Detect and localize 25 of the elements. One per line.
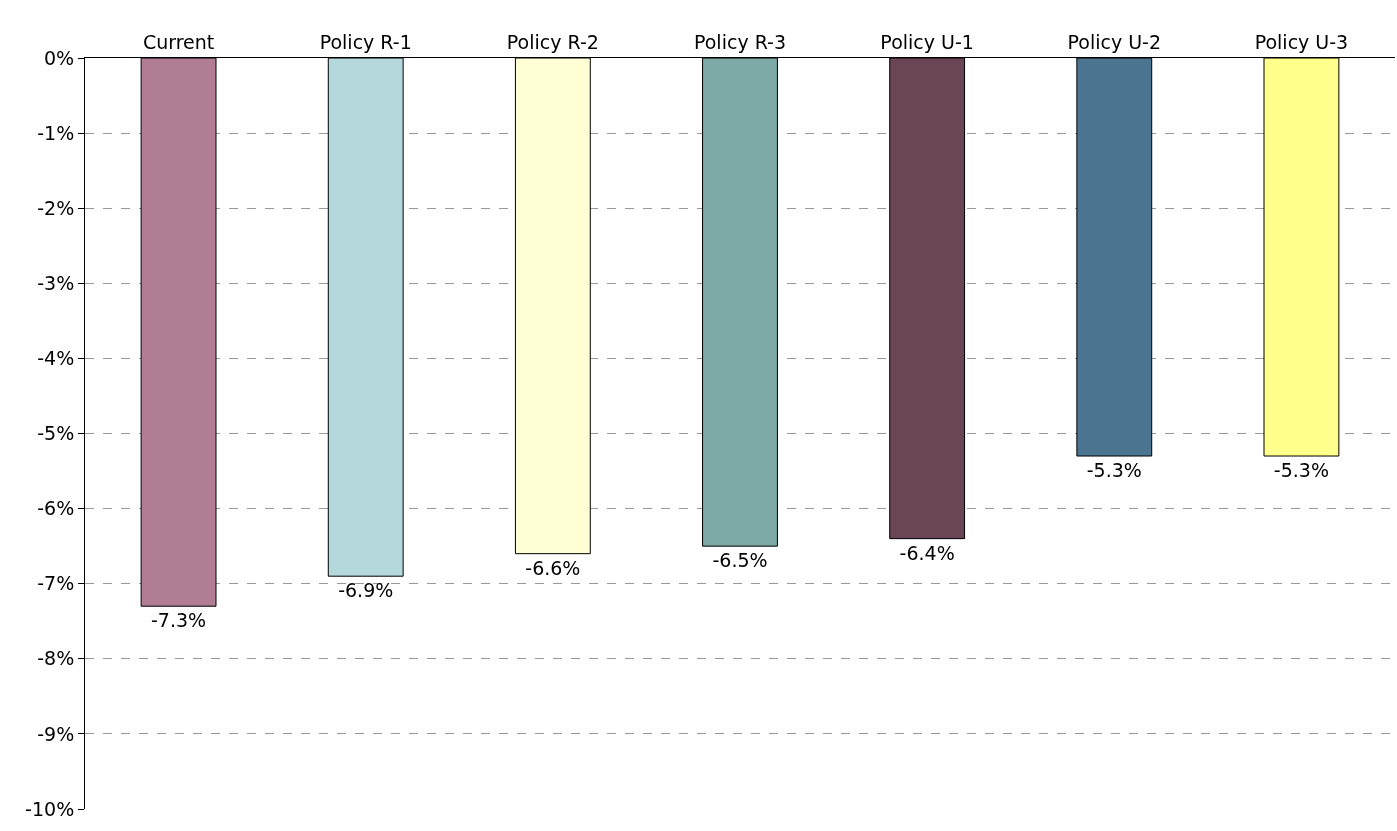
y-tick-label: -5% (37, 422, 75, 445)
data-label: -5.3% (1086, 459, 1142, 482)
x-tick-label: Policy U-2 (1067, 31, 1162, 54)
y-tick-label: -9% (37, 722, 75, 745)
data-label: -5.3% (1273, 459, 1329, 482)
x-tick-label: Policy R-1 (319, 31, 412, 54)
data-label: -6.5% (712, 549, 768, 572)
x-tick-label: Policy U-3 (1254, 31, 1349, 54)
data-label: -6.9% (338, 579, 394, 602)
y-tick-label: -3% (37, 271, 75, 294)
x-tick-label: Policy R-2 (506, 31, 599, 54)
y-tick-label: -7% (37, 572, 75, 595)
data-label: -6.6% (525, 556, 581, 579)
y-tick-label: -1% (37, 121, 75, 144)
data-label: -7.3% (151, 609, 207, 632)
y-tick-label: -8% (37, 647, 75, 670)
y-tick-label: -10% (25, 797, 75, 820)
data-label: -6.4% (899, 541, 955, 564)
x-tick-label: Current (142, 31, 215, 54)
y-tick-label: -4% (37, 347, 75, 370)
y-tick-label: -6% (37, 497, 75, 520)
x-tick-label: Policy U-1 (880, 31, 974, 54)
y-tick-label: -2% (37, 196, 75, 219)
x-tick-label: Policy R-3 (693, 31, 787, 54)
y-tick-label: 0% (44, 46, 75, 69)
